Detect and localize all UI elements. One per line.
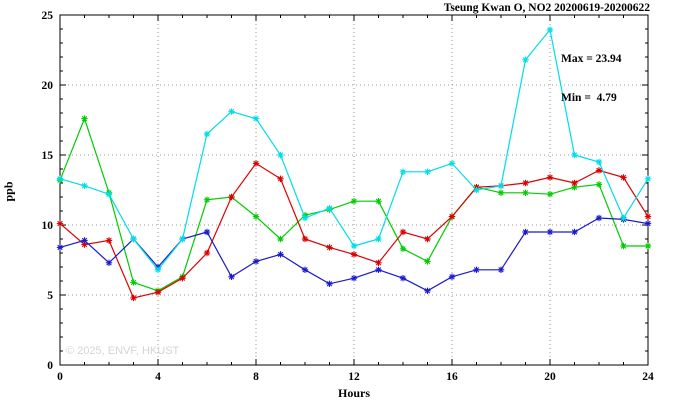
max-min-annotation: Max = 23.94 Min = 4.79 <box>561 27 622 131</box>
svg-text:0: 0 <box>47 360 53 372</box>
min-value-label: Min = 4.79 <box>561 92 617 104</box>
svg-text:4: 4 <box>155 371 161 383</box>
x-axis-label: Hours <box>337 386 370 400</box>
svg-text:20: 20 <box>544 371 556 383</box>
svg-text:12: 12 <box>348 371 360 383</box>
svg-text:25: 25 <box>42 10 54 22</box>
svg-text:15: 15 <box>42 150 54 162</box>
max-value-label: Max = 23.94 <box>561 53 622 65</box>
watermark: © 2025, ENVF, HKUST <box>66 345 180 357</box>
y-axis-label: ppb <box>1 181 16 202</box>
svg-text:16: 16 <box>446 371 458 383</box>
chart-title: Tseung Kwan O, NO2 20200619-20200622 <box>443 2 650 14</box>
svg-text:10: 10 <box>42 220 54 232</box>
svg-text:8: 8 <box>253 371 259 383</box>
svg-text:24: 24 <box>642 371 654 383</box>
svg-text:20: 20 <box>42 80 54 92</box>
svg-text:5: 5 <box>47 290 53 302</box>
svg-text:0: 0 <box>57 371 63 383</box>
